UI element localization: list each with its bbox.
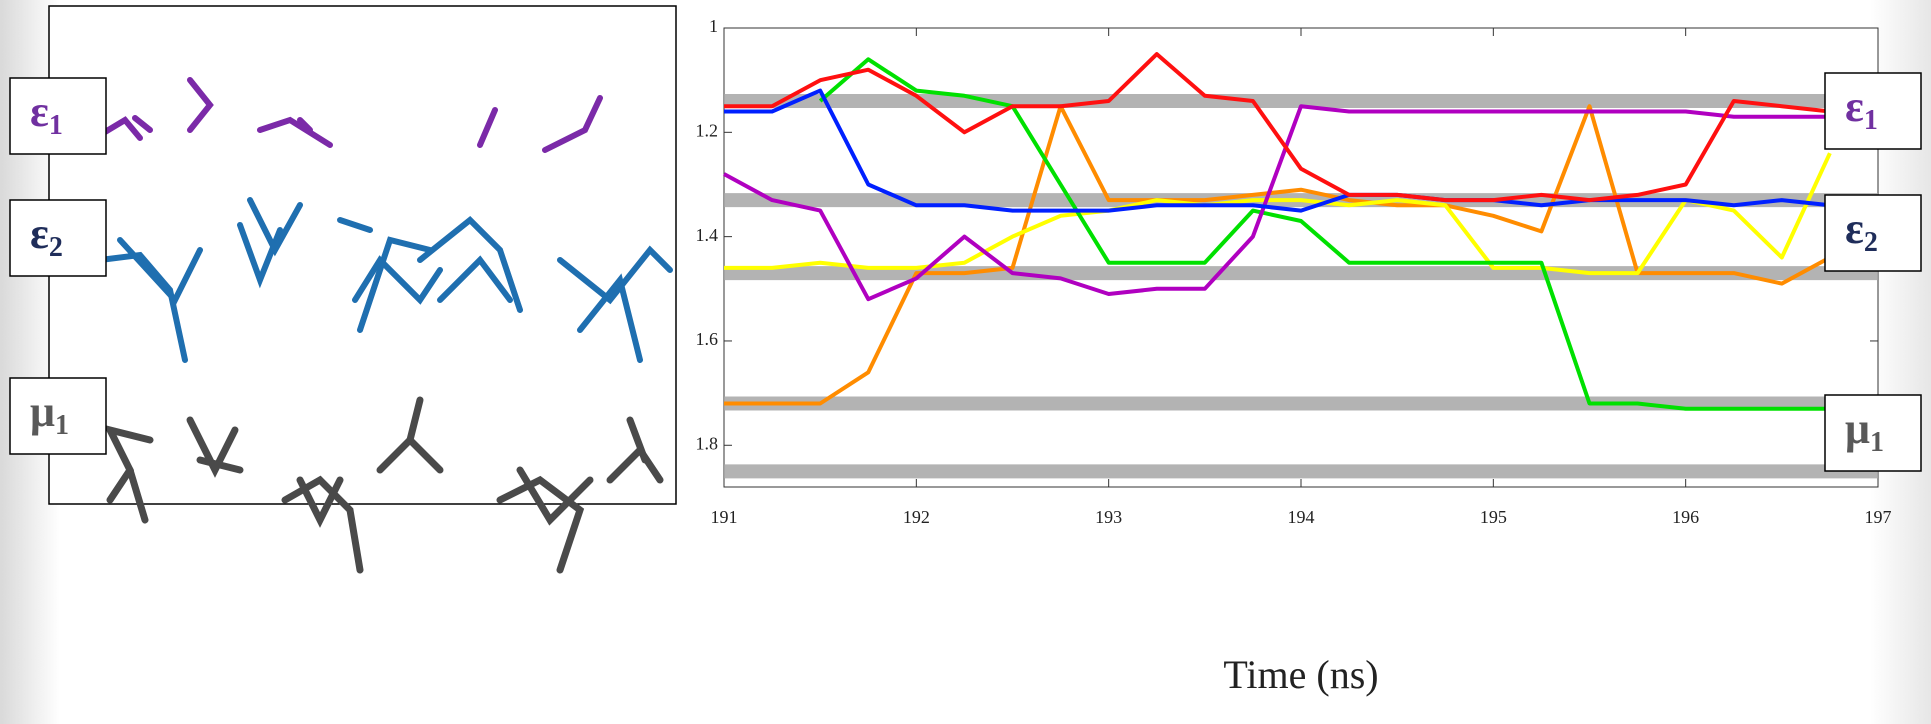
y-tick-label: 1.6	[696, 329, 719, 349]
structure-image	[48, 5, 677, 574]
trajectory-line	[818, 57, 1830, 411]
phase-subscript: 2	[49, 232, 63, 263]
epsilon1-molecules	[97, 77, 603, 153]
phase-symbol: ε	[30, 87, 49, 136]
trajectory-line	[724, 52, 1831, 203]
y-tick-label: 1	[709, 16, 718, 36]
phase-subscript: 2	[1864, 227, 1878, 258]
phase-subscript: 1	[49, 110, 63, 141]
y-tick-label: 1.8	[696, 433, 719, 453]
y-tick-label: 1.2	[696, 120, 719, 140]
x-tick-label: 192	[903, 507, 930, 527]
y-tick-label: 1.4	[696, 225, 719, 245]
mu1-molecules	[103, 396, 664, 574]
x-tick-label: 197	[1865, 507, 1892, 527]
image-frame	[48, 5, 677, 505]
trajectory-line	[724, 152, 1832, 276]
phase-label: ε2	[30, 209, 63, 263]
label-box	[9, 199, 107, 277]
label-box	[1824, 194, 1922, 272]
x-tick-label: 193	[1095, 507, 1122, 527]
trajectory-line	[724, 88, 1831, 213]
label-box	[1824, 394, 1922, 472]
plot: 1 1.2 1.4 1.6 1.8 191 192 193 194 195 196 197	[696, 16, 1892, 527]
epsilon2-molecules	[97, 197, 673, 363]
phase-symbol: ε	[30, 209, 49, 258]
x-axis-label: Time (ns)	[1223, 652, 1378, 697]
x-tick-label: 194	[1288, 507, 1315, 527]
x-tick-label: 195	[1480, 507, 1507, 527]
phase-subscript: 1	[55, 410, 69, 441]
trajectory-line	[723, 104, 1830, 302]
phase-symbol: μ	[30, 387, 55, 436]
phase-symbol: ε	[1845, 204, 1864, 253]
trajectory-line	[724, 104, 1831, 406]
phase-label: ε1	[1845, 82, 1878, 136]
phase-label: ε2	[1845, 204, 1878, 258]
phase-subscript: 1	[1864, 105, 1878, 136]
x-tick-label: 191	[711, 507, 738, 527]
phase-subscript: 1	[1870, 427, 1884, 458]
x-tick-label: 196	[1672, 507, 1699, 527]
phase-symbol: μ	[1845, 404, 1870, 453]
phase-label: μ1	[30, 387, 69, 441]
label-box	[9, 377, 107, 455]
label-box	[9, 77, 107, 155]
label-box	[1824, 72, 1922, 150]
phase-label: ε1	[30, 87, 63, 141]
phase-label: μ1	[1845, 404, 1884, 458]
phase-symbol: ε	[1845, 82, 1864, 131]
